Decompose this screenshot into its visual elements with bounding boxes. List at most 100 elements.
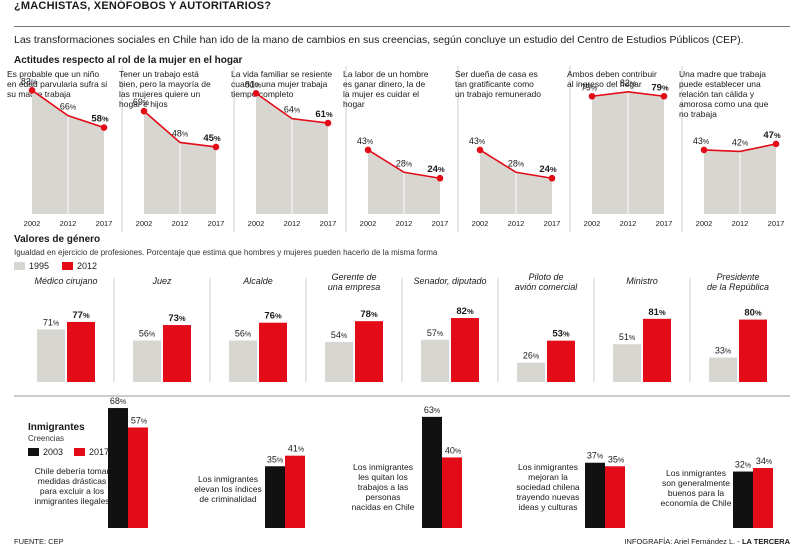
bar-1995 <box>613 344 641 382</box>
value-label-1995: 57% <box>427 328 443 338</box>
value-label: 64% <box>284 105 300 115</box>
value-label: 82% <box>620 78 636 88</box>
x-tick-label: 2017 <box>320 219 337 228</box>
bar-2012 <box>259 322 287 382</box>
category-label-1: Juez <box>151 276 172 286</box>
category-label-1: de criminalidad <box>199 494 256 504</box>
value-label-2012: 76% <box>264 311 282 322</box>
inmigrantes-subtitle: Creencias <box>28 434 65 443</box>
panel-label-6: relación tan cálida y <box>679 89 755 99</box>
bar-1995 <box>133 340 161 382</box>
value-label: 58% <box>91 114 109 125</box>
panel-label-3: la mujer es cuidar el <box>343 89 419 99</box>
bar-2017 <box>285 455 305 528</box>
value-label-1995: 54% <box>331 330 347 340</box>
category-label-0: Médico cirujano <box>34 276 97 286</box>
legend-swatch-2003 <box>28 448 39 456</box>
value-label: 45% <box>203 133 221 144</box>
category-label-5: avión comercial <box>515 282 579 292</box>
bar-2003 <box>733 471 753 528</box>
bar-2017 <box>128 427 148 528</box>
value-label: 66% <box>60 102 76 112</box>
inmigrantes-title: Inmigrantes <box>28 422 85 433</box>
series-line <box>255 92 329 124</box>
x-tick-label: 2012 <box>396 219 413 228</box>
value-label: 79% <box>581 82 597 92</box>
series-line <box>143 110 217 148</box>
x-tick-label: 2002 <box>136 219 153 228</box>
panel-label-0: Es probable que un niño <box>7 69 99 79</box>
data-point <box>324 119 332 127</box>
panel-label-5: al ingreso del hogar <box>567 79 642 89</box>
bar-2003 <box>265 466 285 528</box>
category-label-3: trayendo nuevas <box>517 492 580 502</box>
category-label-2: nacidas en Chile <box>352 502 415 512</box>
category-label-3: ideas y culturas <box>518 502 577 512</box>
footer-source: FUENTE: CEP <box>14 537 64 546</box>
category-label-6: Ministro <box>626 276 658 286</box>
value-label-1995: 56% <box>235 329 251 339</box>
category-label-4: Los inmigrantes <box>666 468 726 478</box>
bar-2003 <box>585 462 605 528</box>
value-label: 48% <box>172 128 188 138</box>
value-label-2017: 34% <box>756 456 772 466</box>
data-point <box>700 146 708 154</box>
value-label-2003: 37% <box>587 451 603 461</box>
x-tick-label: 2012 <box>60 219 77 228</box>
panel-label-6: amorosa como una que <box>679 99 769 109</box>
value-label: 42% <box>732 137 748 147</box>
panel-label-3: es ganar dinero, la de <box>343 79 425 89</box>
x-tick-label: 2002 <box>472 219 489 228</box>
x-tick-label: 2017 <box>656 219 673 228</box>
data-point <box>212 143 220 151</box>
category-label-0: inmigrantes ilegales <box>34 496 109 506</box>
data-point <box>588 92 596 100</box>
category-label-2: personas <box>366 492 401 502</box>
panel-label-6: no trabaja <box>679 109 717 119</box>
value-label-2012: 78% <box>360 309 378 320</box>
data-point <box>252 89 260 97</box>
value-label-1995: 56% <box>139 329 155 339</box>
category-label-3: sociedad chilena <box>516 482 580 492</box>
footer-credit-author: INFOGRAFÍA: Ariel Fernández L. - <box>624 537 742 546</box>
category-label-0: Chile debería tomar <box>35 466 110 476</box>
bar-1995 <box>37 329 65 382</box>
data-point <box>140 107 148 115</box>
bar-1995 <box>421 339 449 382</box>
data-point <box>772 140 780 148</box>
bar-2003 <box>422 416 442 528</box>
x-tick-label: 2017 <box>768 219 785 228</box>
category-label-7: Presidente <box>716 272 759 282</box>
x-tick-label: 2012 <box>172 219 189 228</box>
category-label-1: Los inmigrantes <box>198 474 258 484</box>
bar-2012 <box>451 318 479 382</box>
panel-label-3: hogar <box>343 99 365 109</box>
data-point <box>476 146 484 154</box>
category-label-3: Los inmigrantes <box>518 462 578 472</box>
category-label-7: de la República <box>707 282 769 292</box>
category-label-2: les quitan los <box>358 472 408 482</box>
bar-2012 <box>643 318 671 382</box>
genero-title: Valores de género <box>14 234 101 245</box>
panel-label-3: La labor de un hombre <box>343 69 429 79</box>
x-tick-label: 2017 <box>208 219 225 228</box>
value-label: 24% <box>539 164 557 175</box>
series-line <box>703 143 777 153</box>
panel-label-4: Ser dueña de casa es <box>455 69 538 79</box>
panel-label-0: su madre trabaja <box>7 89 71 99</box>
data-point <box>28 86 36 94</box>
series-line <box>367 149 441 180</box>
value-label-2017: 57% <box>131 415 147 425</box>
category-label-1: elevan los índices <box>194 484 262 494</box>
value-label: 61% <box>315 109 333 120</box>
bar-2012 <box>547 340 575 382</box>
bar-1995 <box>709 357 737 382</box>
value-label-2012: 77% <box>72 310 90 321</box>
x-tick-label: 2002 <box>584 219 601 228</box>
series-line <box>591 90 665 98</box>
value-label: 24% <box>427 164 445 175</box>
x-tick-label: 2002 <box>360 219 377 228</box>
x-tick-label: 2017 <box>544 219 561 228</box>
